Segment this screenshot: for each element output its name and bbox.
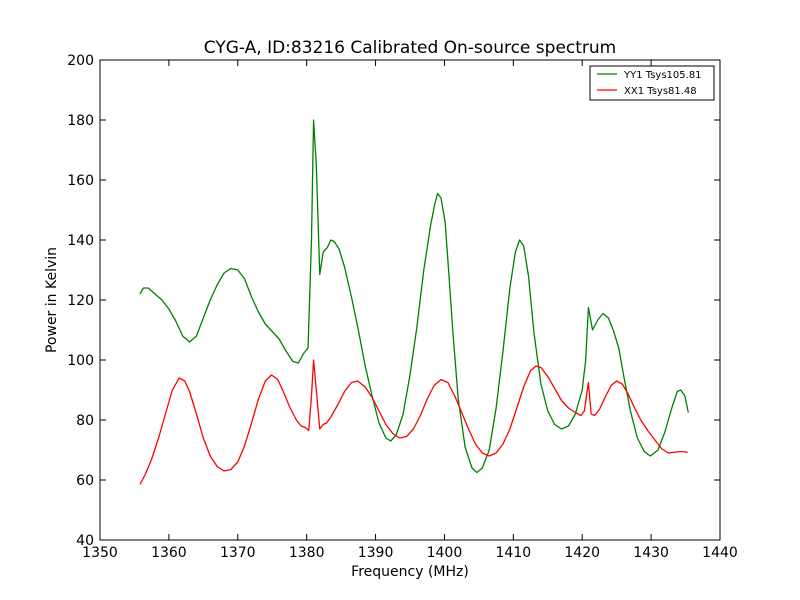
x-tick-label: 1350: [82, 545, 118, 561]
x-axis-label: Frequency (MHz): [351, 564, 469, 580]
y-tick-label: 80: [76, 413, 94, 429]
series-line-yy1: [139, 119, 689, 474]
chart-title: CYG-A, ID:83216 Calibrated On-source spe…: [204, 38, 616, 58]
x-tick-label: 1440: [702, 545, 738, 561]
y-tick-label: 200: [67, 53, 94, 69]
series-layer: [139, 119, 689, 485]
legend: YY1 Tsys105.81 XX1 Tsys81.48: [589, 65, 715, 101]
y-tick-label: 180: [67, 113, 94, 129]
legend-label-xx1: XX1 Tsys81.48: [624, 86, 697, 97]
x-tick-label: 1420: [564, 545, 600, 561]
series-line-xx1: [139, 359, 688, 485]
ticks-layer: 1350 1360 1370 1380 1390 1400 1410 1420 1430 1440…: [67, 53, 738, 561]
y-tick-label: 40: [76, 533, 94, 549]
x-tick-label: 1400: [427, 545, 463, 561]
x-tick-label: 1390: [358, 545, 394, 561]
x-tick-label: 1430: [633, 545, 669, 561]
y-tick-label: 140: [67, 233, 94, 249]
y-tick-label: 120: [67, 293, 94, 309]
y-tick-label: 60: [76, 473, 94, 489]
y-axis-label: Power in Kelvin: [44, 247, 60, 353]
x-tick-label: 1380: [289, 545, 325, 561]
x-tick-label: 1370: [220, 545, 256, 561]
y-tick-label: 100: [67, 353, 94, 369]
plot-frame: [99, 59, 721, 541]
y-tick-label: 160: [67, 173, 94, 189]
x-tick-label: 1360: [151, 545, 187, 561]
legend-label-yy1: YY1 Tsys105.81: [623, 70, 702, 81]
legend-box: [589, 65, 715, 101]
x-tick-label: 1410: [496, 545, 532, 561]
